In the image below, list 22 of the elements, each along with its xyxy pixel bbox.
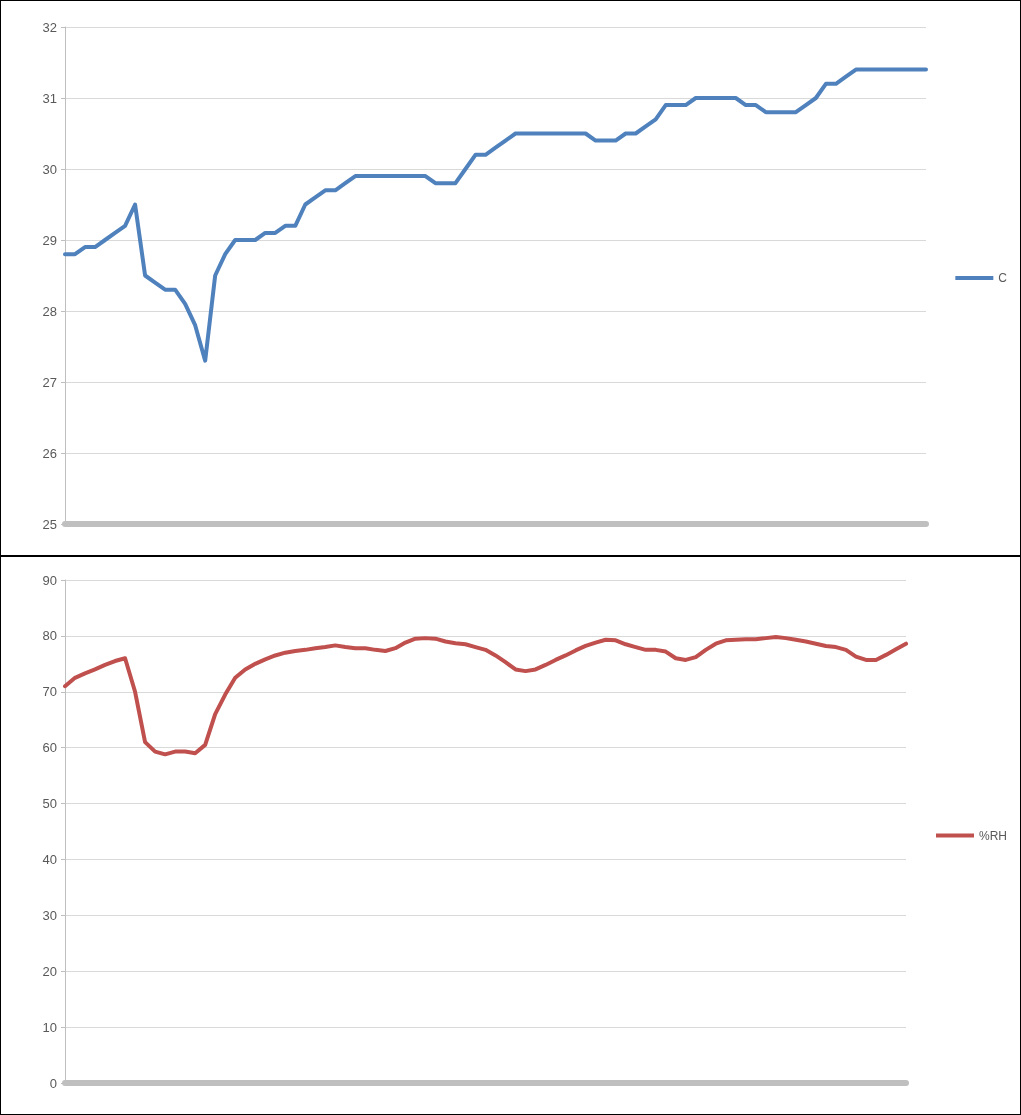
y-tick-label: 50 [42, 796, 57, 812]
y-tick-label: 0 [49, 1075, 57, 1091]
line-series [63, 67, 928, 363]
y-tick-label: 90 [42, 572, 57, 588]
y-tick-label: 40 [42, 851, 57, 867]
y-tick-label: 80 [42, 628, 57, 644]
y-tick-label: 29 [42, 232, 57, 248]
y-tick-label: 32 [42, 19, 57, 35]
y-tick-label: 30 [42, 161, 57, 177]
y-tick-label: 28 [42, 303, 57, 319]
y-tick-label: 20 [42, 963, 57, 979]
y-tick-label: 70 [42, 684, 57, 700]
y-tick-label: 27 [42, 374, 57, 390]
y-tick-label: 26 [42, 445, 57, 461]
y-tick-label: 60 [42, 740, 57, 756]
legend-label: C [998, 271, 1008, 285]
y-tick-label: 31 [42, 90, 57, 106]
legend-label: %RH [979, 828, 1008, 843]
line-series [63, 635, 908, 757]
y-tick-label: 25 [42, 516, 57, 532]
y-tick-label: 10 [42, 1019, 57, 1035]
y-tick-label: 30 [42, 907, 57, 923]
